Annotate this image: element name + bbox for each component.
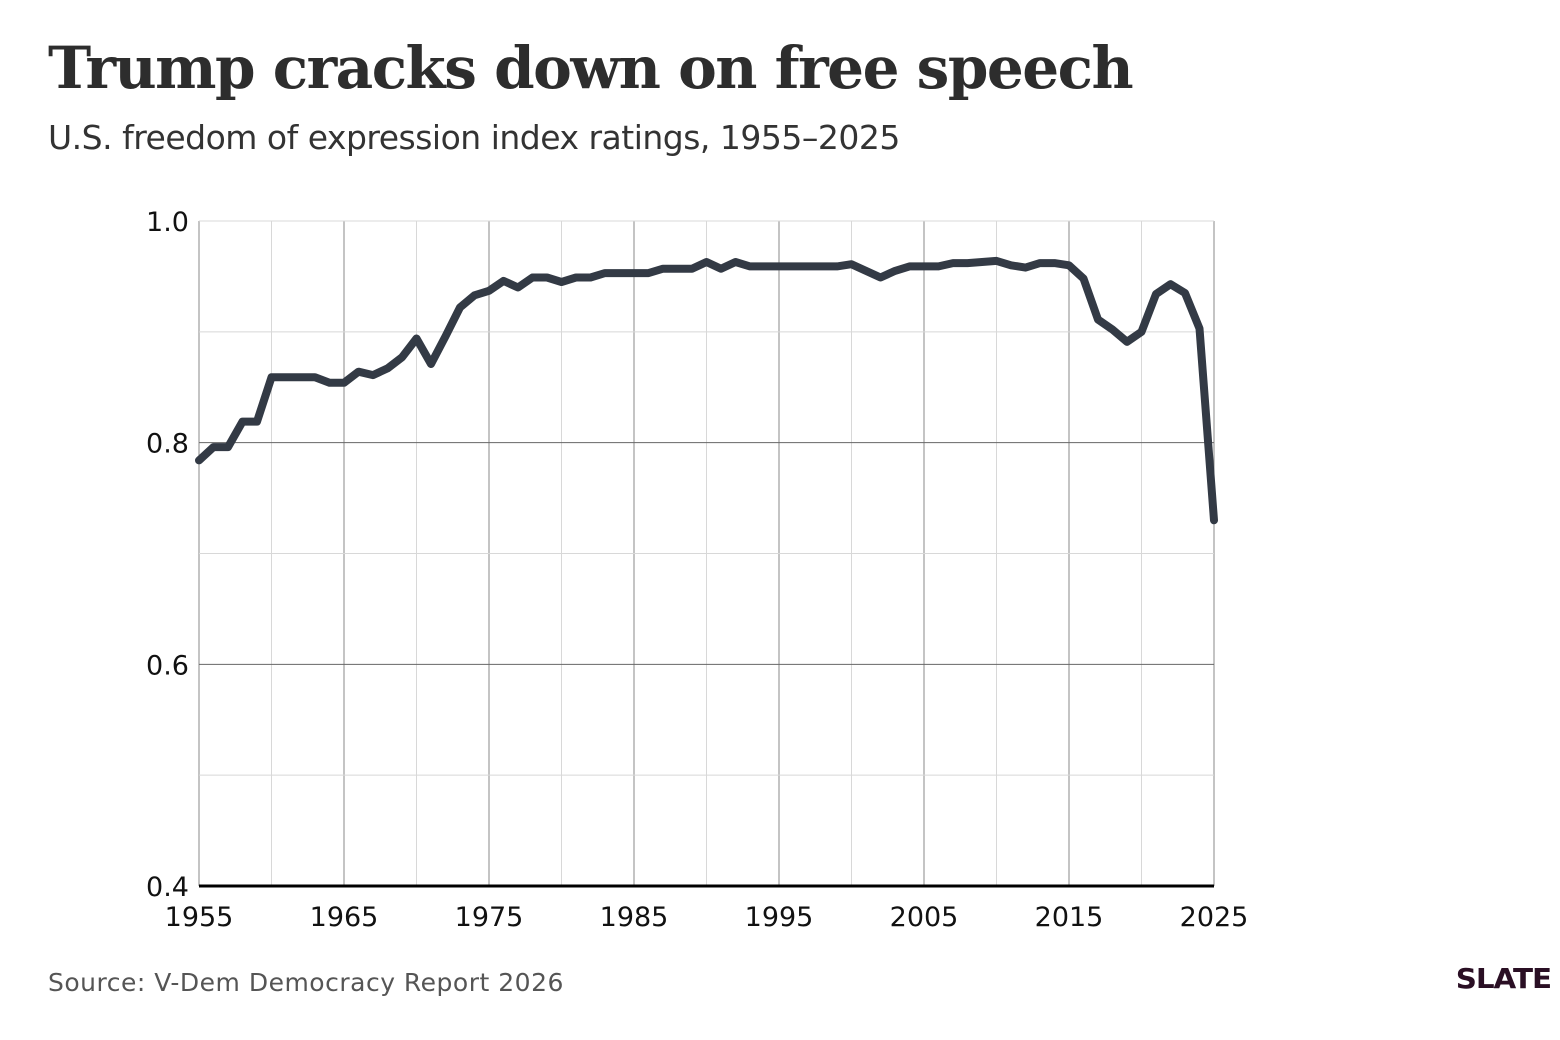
- y-tick-label: 0.4: [146, 872, 189, 903]
- x-tick-label: 1995: [745, 902, 814, 933]
- series-line: [195, 256, 1218, 525]
- source-note: Source: V-Dem Democracy Report 2026: [48, 968, 564, 997]
- slate-logo: SLATE: [1455, 962, 1552, 995]
- y-tick-label: 1.0: [146, 207, 189, 238]
- x-tick-label: 2015: [1035, 902, 1104, 933]
- grid: [198, 220, 1215, 888]
- y-axis-ticks: 0.4 0.6 0.8 1.0: [146, 207, 189, 903]
- x-tick-label: 1975: [455, 902, 524, 933]
- y-tick-label: 0.6: [146, 650, 189, 681]
- x-tick-label: 1955: [165, 902, 234, 933]
- x-tick-label: 2005: [890, 902, 959, 933]
- x-tick-label: 2025: [1180, 902, 1249, 933]
- x-tick-label: 1985: [600, 902, 669, 933]
- x-tick-label: 1965: [310, 902, 379, 933]
- x-axis-ticks: 1955 1965 1975 1985 1995 2005 2015 2025: [165, 902, 1249, 933]
- chart-title: Trump cracks down on free speech: [48, 34, 1134, 102]
- y-tick-label: 0.8: [146, 429, 189, 460]
- chart-subtitle: U.S. freedom of expression index ratings…: [48, 118, 900, 157]
